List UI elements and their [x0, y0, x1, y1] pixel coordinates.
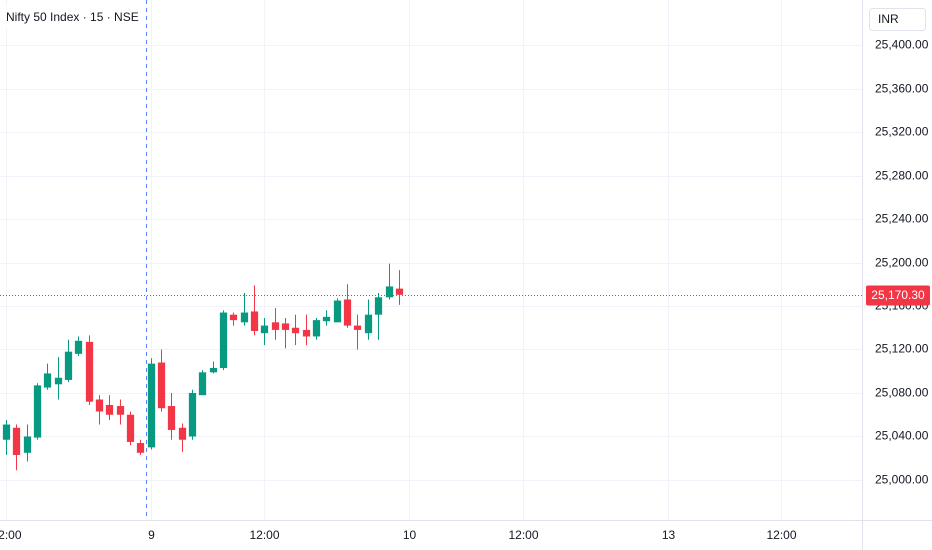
x-tick-label: 10 [403, 528, 417, 542]
candle-body [105, 404, 114, 415]
x-tick-label: 12:00 [249, 528, 279, 542]
x-tick-label: 12:00 [0, 528, 22, 542]
candle-body [281, 323, 290, 330]
candle-body [271, 322, 280, 330]
candle-body [157, 362, 166, 409]
candle-body [33, 385, 42, 438]
y-tick-label: 25,360.00 [875, 82, 929, 96]
candle-body [178, 427, 187, 440]
y-tick-label: 25,320.00 [875, 125, 929, 139]
candle-body [95, 399, 104, 412]
y-tick-label: 25,200.00 [875, 256, 929, 270]
last-price-label: 25,170.30 [871, 288, 925, 302]
candle-body [353, 325, 362, 330]
y-tick-label: 25,400.00 [875, 38, 929, 52]
candle-body [291, 327, 300, 334]
candle-body [136, 443, 145, 453]
candle-body [64, 351, 73, 380]
candle-body [395, 288, 404, 295]
candle-body [240, 312, 249, 323]
candle-body [147, 363, 156, 448]
candle-body [198, 372, 207, 396]
candle-body [302, 329, 311, 337]
candle-body [2, 424, 11, 440]
currency-label: INR [878, 12, 899, 26]
candle-body [85, 341, 94, 402]
chart-title: Nifty 50 Index · 15 · NSE [6, 10, 139, 24]
candle-body [74, 340, 83, 354]
candle-body [116, 406, 125, 415]
y-tick-label: 25,040.00 [875, 429, 929, 443]
candle-body [12, 427, 21, 455]
y-tick-label: 25,000.00 [875, 473, 929, 487]
x-tick-label: 13 [662, 528, 676, 542]
currency-box[interactable] [869, 8, 926, 31]
candle-body [250, 311, 259, 332]
candle-body [343, 299, 352, 326]
candle-body [167, 406, 176, 430]
y-tick-label: 25,280.00 [875, 169, 929, 183]
mark-layer [0, 263, 862, 471]
x-tick-label: 9 [148, 528, 155, 542]
title-backdrop [0, 6, 146, 28]
candle-body [126, 414, 135, 442]
candle-body [188, 392, 197, 437]
candle-body [374, 297, 383, 315]
grid-layer [0, 0, 862, 520]
candle-body [209, 367, 218, 373]
candle-body [23, 436, 32, 453]
candle-body [364, 314, 373, 334]
candle-body [333, 300, 342, 323]
x-tick-label: 12:00 [766, 528, 796, 542]
candle-body [260, 325, 269, 334]
axis-layer: 25,000.00 25,040.00 25,080.00 25,120.00 25,1… [0, 38, 930, 542]
candle-body [385, 286, 394, 298]
candle-body [312, 320, 321, 337]
candle-body [219, 312, 228, 368]
x-tick-label: 12:00 [508, 528, 538, 542]
candle-body [229, 314, 238, 321]
y-tick-label: 25,240.00 [875, 212, 929, 226]
candle-body [322, 316, 331, 322]
y-tick-label: 25,120.00 [875, 342, 929, 356]
last-price-box [866, 285, 930, 306]
y-tick-label: 25,080.00 [875, 386, 929, 400]
candle-body [54, 377, 63, 385]
candle-body [43, 373, 52, 388]
